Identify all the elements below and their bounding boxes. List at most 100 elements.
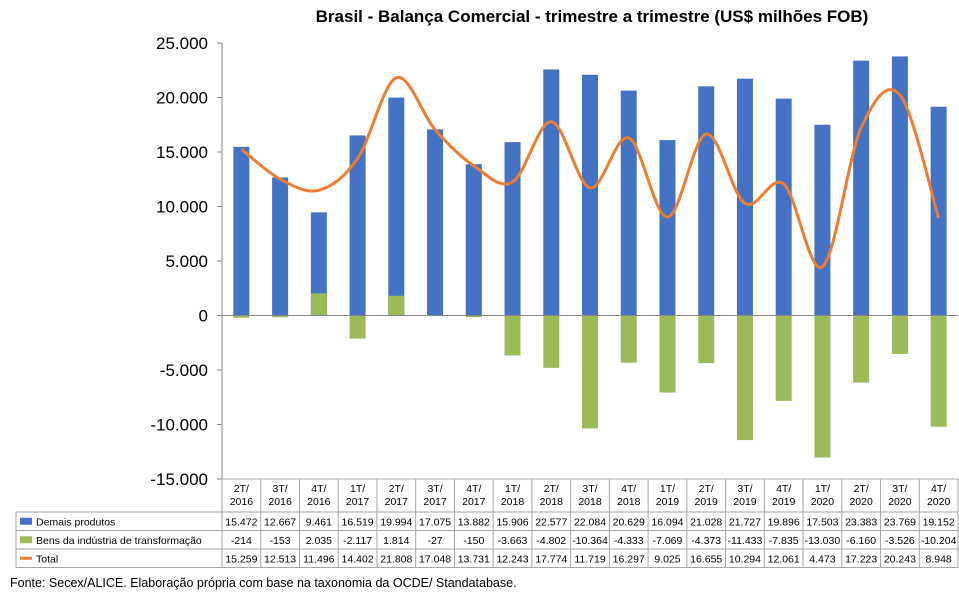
x-tick-label: 1T/2020 bbox=[811, 483, 835, 508]
bar-bens-industria bbox=[272, 315, 289, 318]
data-label: 19.896 bbox=[768, 516, 800, 528]
x-tick-label: 2T/2019 bbox=[695, 483, 719, 508]
data-label: 23.383 bbox=[845, 516, 877, 528]
x-tick-label: 1T/2018 bbox=[501, 483, 525, 508]
data-label: -7.835 bbox=[769, 535, 799, 547]
data-label: -3.663 bbox=[498, 535, 528, 547]
data-label: 2.035 bbox=[306, 535, 332, 547]
bar-demais-produtos bbox=[698, 86, 715, 316]
bar-demais-produtos bbox=[233, 146, 250, 316]
bar-demais-produtos bbox=[388, 97, 405, 316]
bar-bens-industria bbox=[659, 315, 676, 393]
bar-demais-produtos bbox=[853, 60, 870, 316]
data-label: -3.526 bbox=[885, 535, 915, 547]
source-note: Fonte: Secex/ALICE. Elaboração própria c… bbox=[10, 576, 517, 590]
bar-demais-produtos bbox=[349, 135, 366, 316]
bar-bens-industria bbox=[465, 315, 482, 318]
bar-demais-produtos bbox=[891, 56, 908, 316]
y-axis: 25.000 20.000 15.000 10.000 5.000 0 -5.000 -10.… bbox=[150, 34, 223, 489]
bar-bens-industria bbox=[543, 315, 560, 368]
bar-demais-produtos bbox=[930, 106, 947, 316]
legend-key-bens-industria bbox=[20, 536, 32, 544]
bar-demais-produtos bbox=[272, 177, 289, 316]
bar-bens-industria bbox=[775, 315, 792, 401]
data-label: 22.577 bbox=[535, 516, 567, 528]
bar-bens-industria bbox=[582, 315, 598, 429]
bar-bens-industria bbox=[504, 315, 521, 356]
data-label: 15.906 bbox=[496, 516, 528, 528]
data-label: -10.364 bbox=[572, 535, 608, 547]
y-tick-label: -15.000 bbox=[150, 470, 208, 489]
legend-label: Total bbox=[36, 553, 58, 565]
x-tick-label: 3T/2017 bbox=[423, 483, 447, 508]
data-label: 12.513 bbox=[264, 553, 296, 565]
data-label: -7.069 bbox=[653, 535, 683, 547]
data-label: 19.152 bbox=[923, 516, 955, 528]
data-label: -11.433 bbox=[728, 535, 763, 547]
data-label: -27 bbox=[427, 535, 442, 547]
bar-demais-produtos bbox=[736, 78, 753, 316]
x-tick-label: 3T/2016 bbox=[268, 483, 292, 508]
bar-bens-industria bbox=[310, 293, 327, 316]
data-label: 11.719 bbox=[574, 553, 605, 565]
bar-demais-produtos bbox=[427, 129, 444, 316]
x-tick-label: 4T/2016 bbox=[307, 483, 331, 508]
bar-bens-industria bbox=[736, 315, 753, 441]
bar-demais-produtos bbox=[310, 212, 327, 316]
bar-bens-industria bbox=[814, 315, 831, 458]
data-table: 2T/2016 3T/2016 4T/2016 1T/2017 2T/2017 3T/20… bbox=[15, 478, 959, 568]
y-tick-label: 0 bbox=[199, 307, 208, 326]
bar-bens-industria bbox=[388, 295, 405, 316]
data-label: 11.496 bbox=[303, 553, 334, 565]
bar-bens-industria bbox=[349, 315, 366, 339]
data-label: 21.727 bbox=[729, 516, 761, 528]
data-label: 20.243 bbox=[884, 553, 916, 565]
data-label: 17.048 bbox=[419, 553, 451, 565]
bar-demais-produtos bbox=[620, 90, 637, 316]
data-label: -10.204 bbox=[921, 535, 957, 547]
data-label: 8.948 bbox=[925, 553, 951, 565]
chart-title: Brasil - Balança Comercial - trimestre a… bbox=[316, 7, 869, 26]
bar-bens-industria bbox=[853, 315, 870, 383]
total-line-layer bbox=[240, 76, 941, 269]
y-tick-label: -10.000 bbox=[150, 416, 208, 435]
data-label: -13.030 bbox=[805, 535, 841, 547]
legend-key-demais-produtos bbox=[20, 517, 32, 525]
data-label: 12.667 bbox=[264, 516, 296, 528]
bar-bens-industria bbox=[930, 315, 947, 427]
bar-demais-produtos bbox=[465, 164, 482, 316]
legend-label: Bens da indústria de transformação bbox=[36, 535, 202, 547]
data-label: 15.259 bbox=[225, 553, 257, 565]
bar-demais-produtos bbox=[659, 140, 676, 316]
data-label: 12.061 bbox=[768, 553, 800, 565]
data-label: 17.774 bbox=[535, 553, 567, 565]
x-tick-label: 1T/2019 bbox=[656, 483, 680, 508]
data-label: 13.882 bbox=[458, 516, 490, 528]
x-tick-label: 4T/2018 bbox=[617, 483, 641, 508]
data-label: 23.769 bbox=[884, 516, 916, 528]
data-label: 10.294 bbox=[729, 553, 761, 565]
x-tick-label: 4T/2020 bbox=[927, 483, 951, 508]
x-tick-label: 2T/2018 bbox=[540, 483, 564, 508]
bar-bens-industria bbox=[891, 315, 908, 354]
x-tick-label: 1T/2017 bbox=[346, 483, 370, 508]
bar-bens-industria bbox=[233, 315, 250, 318]
total-line bbox=[240, 76, 941, 269]
x-tick-label: 3T/2019 bbox=[733, 483, 757, 508]
data-label: 21.028 bbox=[690, 516, 722, 528]
data-label: 16.519 bbox=[342, 516, 374, 528]
y-tick-label: -5.000 bbox=[160, 361, 208, 380]
data-label: 17.223 bbox=[845, 553, 877, 565]
data-label: 16.655 bbox=[690, 553, 722, 565]
bar-demais-produtos bbox=[775, 98, 792, 316]
data-label: 17.503 bbox=[806, 516, 838, 528]
data-label: 17.075 bbox=[419, 516, 451, 528]
x-tick-label: 2T/2016 bbox=[230, 483, 254, 508]
legend-label: Demais produtos bbox=[36, 516, 115, 528]
data-label: 21.808 bbox=[380, 553, 412, 565]
data-label: 9.461 bbox=[306, 516, 332, 528]
bar-demais-produtos bbox=[543, 69, 560, 316]
x-tick-label: 3T/2018 bbox=[578, 483, 602, 508]
data-label: 14.402 bbox=[342, 553, 374, 565]
